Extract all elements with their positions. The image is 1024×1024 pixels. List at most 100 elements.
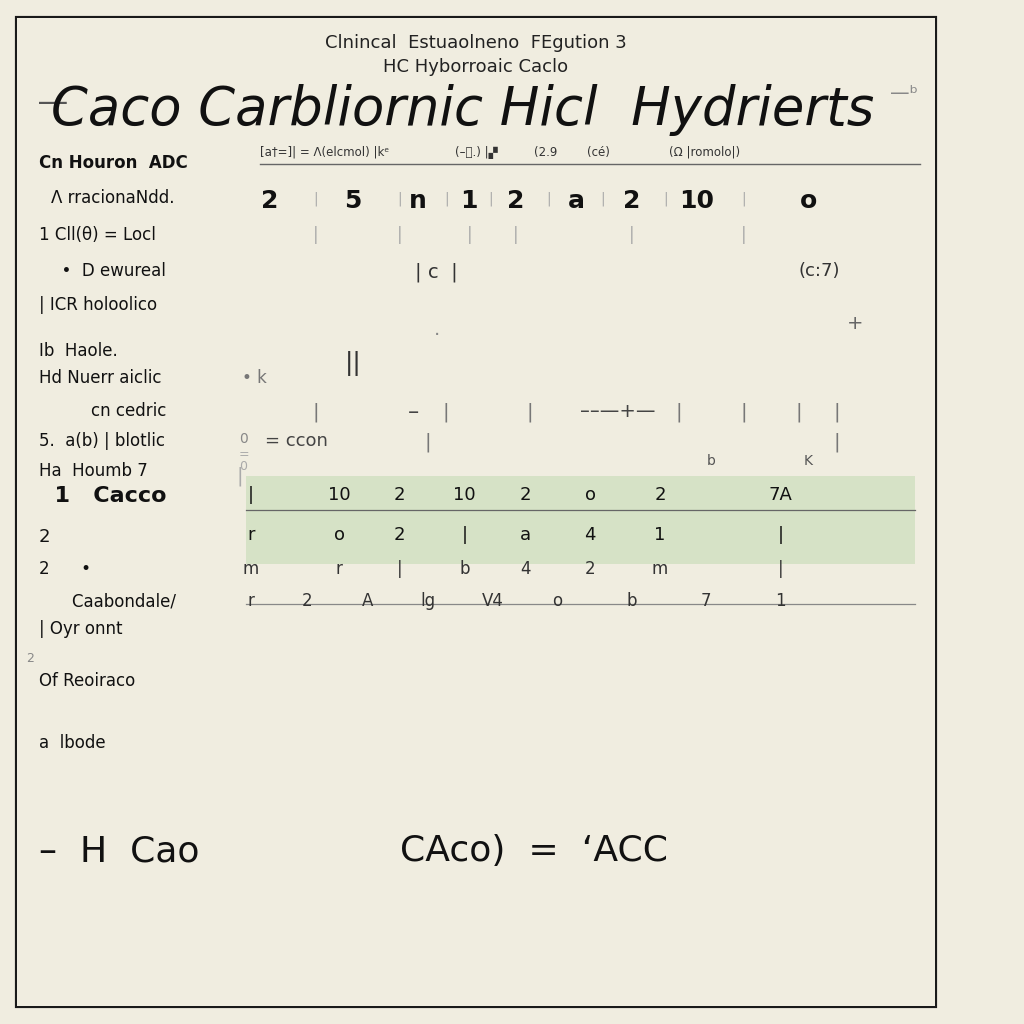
Text: o: o — [800, 189, 817, 213]
Text: n: n — [410, 189, 427, 213]
Text: 1: 1 — [654, 526, 666, 544]
Text: a: a — [519, 526, 530, 544]
Text: |: | — [834, 402, 840, 422]
Text: Of Reoiraco: Of Reoiraco — [39, 672, 135, 690]
Text: 2: 2 — [507, 189, 524, 213]
FancyBboxPatch shape — [16, 18, 935, 1006]
Text: (Ω |romolo|): (Ω |romolo|) — [669, 146, 740, 159]
Text: b: b — [460, 560, 470, 578]
Text: 2: 2 — [301, 592, 312, 610]
Text: • k: • k — [242, 369, 266, 387]
Text: m: m — [243, 560, 259, 578]
Text: Λ rracionaNdd.: Λ rracionaNdd. — [51, 189, 175, 207]
Text: V4: V4 — [481, 592, 504, 610]
Text: 5: 5 — [344, 189, 361, 213]
Text: CAco)  =  ʻACC: CAco) = ʻACC — [399, 834, 668, 868]
Text: | ICR holoolico: | ICR holoolico — [39, 296, 157, 314]
Text: 2: 2 — [394, 486, 406, 504]
Text: b: b — [707, 454, 716, 468]
Text: 1 Cll(θ) = Locl: 1 Cll(θ) = Locl — [39, 226, 156, 244]
Text: |: | — [313, 226, 318, 244]
Text: 10: 10 — [328, 486, 350, 504]
Text: b: b — [627, 592, 637, 610]
Text: |: | — [834, 432, 840, 452]
Text: (c:7): (c:7) — [799, 262, 841, 280]
Text: m: m — [651, 560, 668, 578]
Text: ||: || — [345, 351, 361, 376]
Text: +: + — [847, 314, 863, 333]
Text: 2      •: 2 • — [39, 560, 91, 578]
Text: ––—+—: ––—+— — [581, 402, 655, 421]
Text: –: – — [408, 402, 419, 422]
Text: |: | — [546, 191, 551, 206]
Text: 10: 10 — [680, 189, 715, 213]
Text: |: | — [777, 526, 783, 544]
Text: |: | — [740, 402, 746, 422]
Text: |: | — [488, 191, 493, 206]
Text: 4: 4 — [520, 560, 530, 578]
Text: [a†=]| = Λ(elcmol) |kᵉ: [a†=]| = Λ(elcmol) |kᵉ — [260, 146, 389, 159]
Text: (ᴄé): (ᴄé) — [588, 146, 610, 159]
Text: |: | — [740, 226, 746, 244]
Text: |: | — [796, 402, 803, 422]
Text: |: | — [600, 191, 604, 206]
Text: •  D ewureal: • D ewureal — [51, 262, 166, 280]
Text: 2: 2 — [654, 486, 666, 504]
Text: o: o — [334, 526, 345, 544]
Text: a  lbode: a lbode — [39, 734, 105, 752]
Text: |: | — [312, 402, 319, 422]
Text: K: K — [804, 454, 813, 468]
Text: |: | — [248, 486, 254, 504]
Text: = ccon: = ccon — [265, 432, 328, 450]
Text: –  H  Cao: – H Cao — [39, 834, 200, 868]
Text: Caabondale/: Caabondale/ — [51, 592, 176, 610]
Text: 2: 2 — [519, 486, 530, 504]
Text: 0: 0 — [239, 460, 247, 473]
Text: lg: lg — [420, 592, 435, 610]
Text: o: o — [553, 592, 563, 610]
Text: ·: · — [434, 326, 440, 345]
Text: Hd Nuerr aiclic: Hd Nuerr aiclic — [39, 369, 162, 387]
Text: A: A — [361, 592, 373, 610]
Text: |: | — [778, 560, 783, 578]
Text: |: | — [397, 226, 402, 244]
Text: 5.  a(b) | blotlic: 5. a(b) | blotlic — [39, 432, 165, 450]
Text: | c  |: | c | — [416, 262, 458, 282]
Text: |: | — [467, 226, 472, 244]
Text: 2: 2 — [585, 560, 596, 578]
Text: Cn Houron  ADC: Cn Houron ADC — [39, 154, 187, 172]
Text: 10: 10 — [454, 486, 476, 504]
Text: 7A: 7A — [769, 486, 793, 504]
Text: 1: 1 — [461, 189, 478, 213]
Text: —ᵇ: —ᵇ — [891, 84, 919, 103]
Text: |: | — [397, 560, 402, 578]
Text: | Oyr onnt: | Oyr onnt — [39, 620, 123, 638]
Text: 2: 2 — [261, 189, 279, 213]
Text: 2: 2 — [26, 652, 34, 665]
Text: cn cedric: cn cedric — [70, 402, 166, 420]
Text: Clnincal  Estuaolneno  FEgution 3: Clnincal Estuaolneno FEgution 3 — [325, 34, 627, 52]
FancyBboxPatch shape — [16, 18, 935, 1006]
Text: |: | — [462, 526, 468, 544]
Text: Ha  Houmb 7: Ha Houmb 7 — [39, 462, 147, 480]
Text: HC Hyborroaic Caclo: HC Hyborroaic Caclo — [383, 58, 568, 76]
Text: Ib  Haole.: Ib Haole. — [39, 342, 118, 360]
Text: 1   Cacco: 1 Cacco — [39, 486, 167, 506]
Text: (–簔.) |▞: (–簔.) |▞ — [456, 146, 498, 159]
Text: |: | — [237, 466, 243, 485]
Text: |: | — [741, 191, 745, 206]
Text: 0: 0 — [239, 432, 248, 446]
Text: o: o — [585, 486, 596, 504]
FancyBboxPatch shape — [247, 476, 915, 564]
Text: a: a — [567, 189, 585, 213]
Text: Caco Carbliornic Hicl  Hydrierts: Caco Carbliornic Hicl Hydrierts — [51, 84, 874, 136]
Text: |: | — [675, 402, 682, 422]
Text: r: r — [248, 592, 254, 610]
Text: (2.9: (2.9 — [535, 146, 558, 159]
Text: |: | — [526, 402, 534, 422]
Text: 2: 2 — [624, 189, 641, 213]
Text: |: | — [397, 191, 402, 206]
Text: r: r — [336, 560, 343, 578]
Text: 2: 2 — [394, 526, 406, 544]
Text: |: | — [513, 226, 518, 244]
